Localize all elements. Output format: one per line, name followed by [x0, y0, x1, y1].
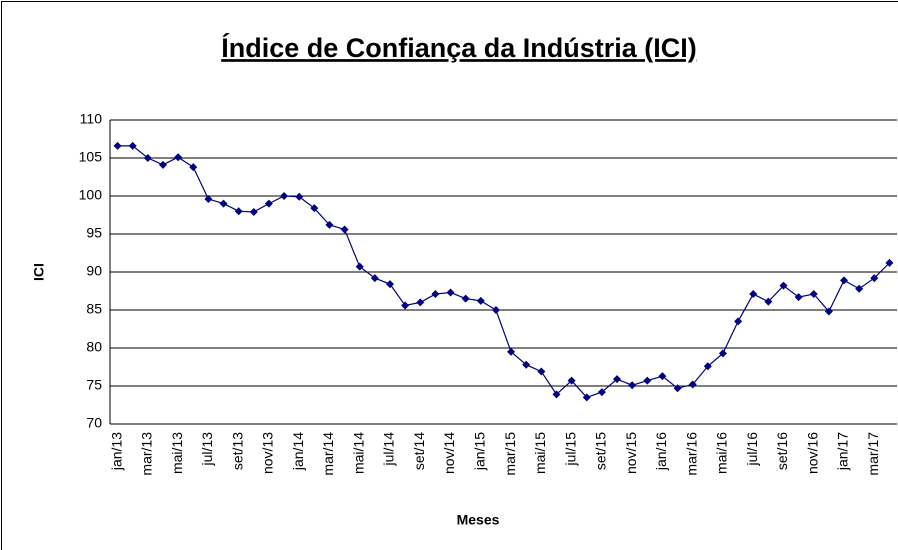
- marker: [840, 276, 849, 285]
- marker: [537, 367, 546, 376]
- marker: [809, 290, 818, 299]
- marker: [128, 141, 137, 150]
- y-tick-label: 105: [79, 149, 103, 165]
- x-tick-label: mar/16: [683, 432, 699, 476]
- marker: [234, 207, 243, 216]
- marker: [794, 293, 803, 302]
- x-tick-label: mai/14: [350, 432, 366, 474]
- x-tick-label: mai/16: [714, 432, 730, 474]
- marker: [310, 204, 319, 213]
- marker: [582, 393, 591, 402]
- x-tick-label: jul/16: [744, 432, 760, 467]
- marker: [461, 294, 470, 303]
- y-tick-label: 75: [86, 377, 102, 393]
- marker: [734, 317, 743, 326]
- chart-title: Índice de Confiança da Indústria (ICI): [221, 32, 697, 63]
- marker: [522, 360, 531, 369]
- marker: [113, 141, 122, 150]
- marker: [355, 262, 364, 271]
- marker: [855, 284, 864, 293]
- y-tick-label: 90: [86, 263, 102, 279]
- x-tick-label: jul/15: [562, 432, 578, 467]
- marker: [325, 220, 334, 229]
- x-tick-label: jan/15: [472, 432, 488, 471]
- x-tick-label: jan/17: [835, 432, 851, 471]
- line: [117, 145, 890, 399]
- x-tick-label: nov/14: [441, 432, 457, 474]
- marker: [718, 349, 727, 358]
- y-tick-label: 85: [86, 301, 102, 317]
- marker: [673, 384, 682, 393]
- marker: [658, 372, 667, 381]
- marker: [340, 225, 349, 234]
- x-tick-label: set/14: [411, 432, 427, 470]
- x-tick-label: mar/14: [320, 432, 336, 476]
- x-tick-label: mai/13: [169, 432, 185, 474]
- x-tick-label: jan/16: [653, 432, 669, 471]
- y-axis-label: ICI: [31, 263, 47, 281]
- x-tick-label: jul/13: [199, 432, 215, 467]
- marker: [567, 376, 576, 385]
- marker: [280, 192, 289, 200]
- marker: [416, 298, 425, 307]
- x-tick-label: jan/14: [290, 432, 306, 471]
- y-tick-label: 110: [80, 111, 103, 127]
- marker: [552, 390, 561, 399]
- x-tick-label: set/16: [774, 432, 790, 470]
- marker: [174, 153, 183, 162]
- x-tick-label: mar/13: [139, 432, 155, 476]
- x-tick-label: set/13: [229, 432, 245, 470]
- marker: [507, 347, 516, 356]
- marker: [446, 288, 455, 297]
- y-tick-label: 100: [79, 187, 103, 203]
- marker: [491, 306, 500, 314]
- x-tick-label: jan/13: [108, 432, 124, 471]
- marker: [764, 297, 773, 306]
- y-tick-label: 80: [86, 339, 102, 355]
- y-tick-label: 95: [86, 225, 102, 241]
- marker: [143, 154, 152, 162]
- marker: [870, 274, 879, 283]
- x-tick-label: nov/15: [623, 432, 639, 474]
- marker: [295, 192, 304, 201]
- x-tick-label: nov/16: [804, 432, 820, 474]
- marker: [189, 163, 198, 172]
- marker: [613, 375, 622, 384]
- marker: [597, 388, 606, 397]
- marker: [370, 274, 379, 283]
- x-tick-label: mar/17: [865, 432, 881, 476]
- marker: [824, 307, 833, 316]
- marker: [688, 380, 697, 389]
- x-tick-label: mar/15: [502, 432, 518, 476]
- marker: [779, 281, 788, 290]
- marker: [885, 258, 894, 267]
- marker: [431, 290, 440, 299]
- y-tick-label: 70: [86, 415, 102, 431]
- marker: [158, 160, 167, 169]
- marker: [643, 376, 652, 385]
- marker: [204, 195, 213, 204]
- marker: [749, 290, 758, 299]
- x-axis-label: Meses: [457, 512, 500, 528]
- marker: [249, 207, 258, 216]
- marker: [219, 199, 228, 208]
- x-tick-label: set/15: [593, 432, 609, 470]
- marker: [703, 362, 712, 371]
- marker: [476, 296, 485, 305]
- marker: [401, 301, 410, 310]
- x-tick-label: nov/13: [260, 432, 276, 474]
- marker: [385, 280, 394, 289]
- x-tick-label: mai/15: [532, 432, 548, 474]
- x-tick-label: jul/14: [381, 432, 397, 467]
- marker: [628, 381, 637, 390]
- marker: [264, 199, 273, 208]
